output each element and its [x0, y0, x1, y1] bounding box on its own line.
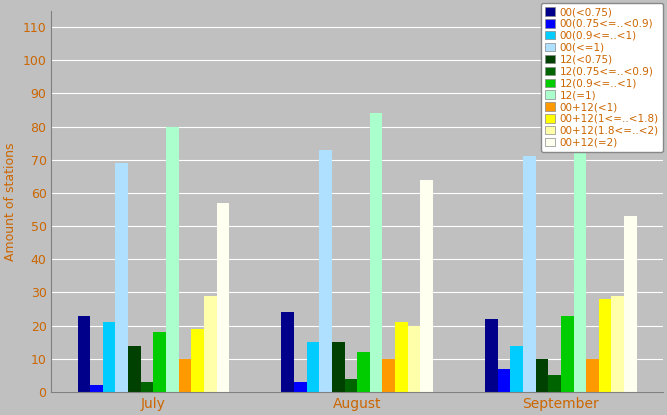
Bar — [191, 329, 204, 392]
Bar — [357, 352, 370, 392]
Bar — [141, 382, 153, 392]
Y-axis label: Amount of stations: Amount of stations — [4, 142, 17, 261]
Bar — [498, 369, 510, 392]
Bar — [382, 359, 395, 392]
Bar — [166, 127, 179, 392]
Bar — [217, 203, 229, 392]
Bar — [103, 322, 115, 392]
Bar — [599, 299, 612, 392]
Bar — [294, 382, 307, 392]
Bar — [561, 316, 574, 392]
Bar — [408, 326, 420, 392]
Bar — [179, 359, 191, 392]
Bar — [307, 342, 319, 392]
Bar — [548, 376, 561, 392]
Bar — [612, 296, 624, 392]
Bar — [370, 113, 382, 392]
Bar — [420, 180, 433, 392]
Legend: 00(<0.75), 00(0.75<=..<0.9), 00(0.9<=..<1), 00(<=1), 12(<0.75), 12(0.75<=..<0.9): 00(<0.75), 00(0.75<=..<0.9), 00(0.9<=..<… — [541, 3, 663, 152]
Bar — [510, 346, 523, 392]
Bar — [204, 296, 217, 392]
Bar — [77, 316, 90, 392]
Bar — [536, 359, 548, 392]
Bar — [345, 379, 357, 392]
Bar — [128, 346, 141, 392]
Bar — [281, 312, 294, 392]
Bar — [624, 216, 637, 392]
Bar — [153, 332, 166, 392]
Bar — [586, 359, 599, 392]
Bar — [90, 386, 103, 392]
Bar — [523, 156, 536, 392]
Bar — [574, 153, 586, 392]
Bar — [485, 319, 498, 392]
Bar — [332, 342, 345, 392]
Bar — [115, 163, 128, 392]
Bar — [395, 322, 408, 392]
Bar — [319, 150, 332, 392]
